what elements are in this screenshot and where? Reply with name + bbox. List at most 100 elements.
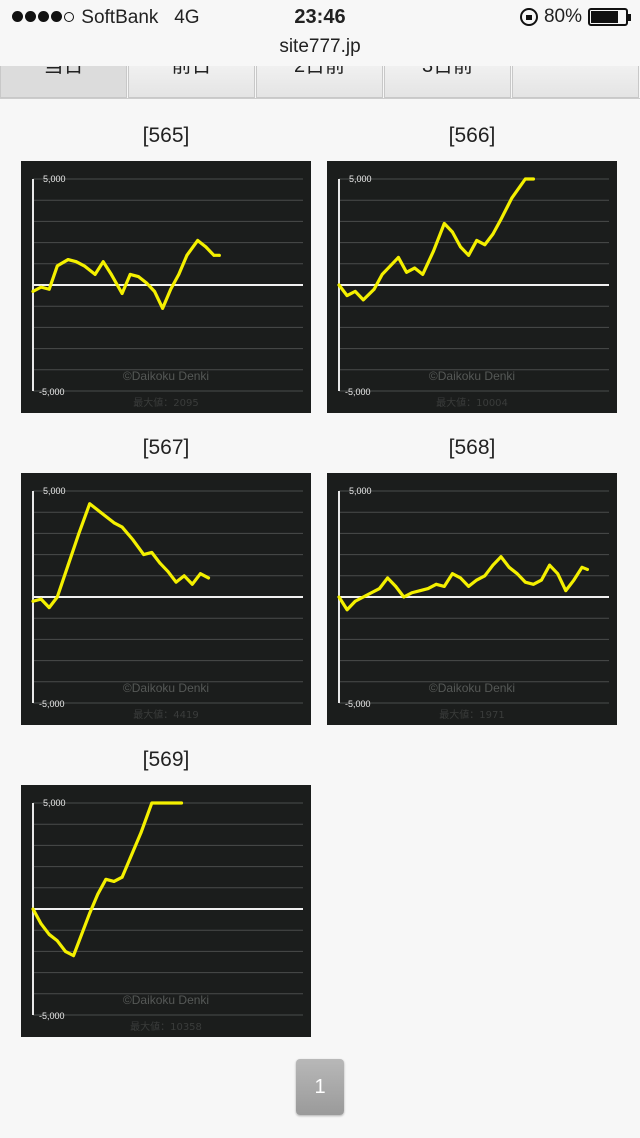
data-point [161,801,165,805]
data-point [510,196,514,200]
data-point [572,578,576,582]
address-bar-url[interactable]: site777.jp [279,36,361,57]
slump-graph-566[interactable]: 5,000 -5,000 ©Daikoku Denki 最大値：10004 [327,161,617,413]
data-point [442,222,446,225]
data-point [372,287,376,291]
data-point [174,580,178,584]
data-point [345,294,349,297]
data-point [55,264,59,268]
data-point [413,266,416,270]
data-point [150,801,154,805]
data-point [109,273,113,276]
data-point [99,510,102,514]
y-tick-bottom: -5,000 [39,387,65,397]
y-tick-bottom: -5,000 [345,387,371,397]
tab-2-days-ago[interactable]: 2日前 [256,66,383,98]
slump-graph-569[interactable]: 5,000 -5,000 ©Daikoku Denki 最大値：10358 [21,785,311,1037]
data-point [31,289,35,293]
data-point [55,595,59,599]
carrier-info: SoftBank 4G [12,7,200,29]
data-point [104,877,108,881]
data-point [499,217,503,221]
data-point [128,856,132,860]
y-tick-bottom: -5,000 [39,1011,65,1021]
machine-label: [565] [142,124,190,147]
data-point [64,950,67,953]
data-point [212,253,216,257]
y-tick-bottom: -5,000 [345,699,371,709]
tab-3-days-ago[interactable]: 3日前 [384,66,511,98]
tab-yesterday[interactable]: 前日 [128,66,255,98]
data-point [177,273,181,276]
data-point [378,587,381,590]
y-tick-top: 5,000 [43,486,66,496]
data-point [370,591,373,595]
data-point [82,264,86,268]
data-point [426,587,430,590]
page-1-button[interactable]: 1 [296,1059,344,1115]
data-point [483,574,487,578]
data-point [182,574,186,578]
tab-more[interactable] [512,66,639,98]
data-point [434,582,438,586]
y-tick-top: 5,000 [43,798,66,808]
y-tick-top: 5,000 [349,486,372,496]
data-point [475,239,479,242]
data-point [190,582,194,586]
data-point [39,285,43,289]
y-tick-top: 5,000 [349,174,372,184]
tab-today[interactable]: 当日 [0,66,127,98]
data-point [388,264,392,268]
data-point [199,572,202,576]
slump-line [31,502,211,610]
data-point [47,287,51,291]
data-point [96,892,100,896]
data-point [112,521,116,525]
data-point [196,239,200,242]
slump-graph-565[interactable]: 5,000 -5,000 ©Daikoku Denki 最大値：2095 [21,161,311,413]
data-point [150,551,154,554]
data-point [523,580,527,584]
data-point [204,245,208,249]
copyright-watermark: ©Daikoku Denki [123,681,209,695]
data-point [353,599,357,603]
data-point [459,245,462,249]
data-point [556,572,560,576]
data-point [397,256,400,259]
data-point [66,258,70,261]
slump-line [337,555,589,612]
slump-line [31,238,221,310]
data-point [142,553,146,556]
data-point [55,939,59,943]
y-tick-top: 5,000 [43,174,66,184]
signal-dot-icon [25,11,36,22]
data-point [405,270,408,274]
data-point [580,565,584,569]
data-point [337,283,341,287]
data-point [47,606,51,609]
data-point [120,292,124,295]
data-point [145,281,148,285]
data-point [77,532,81,535]
data-point [491,563,495,567]
data-point [467,585,470,588]
signal-dot-empty-icon [64,12,74,22]
battery-percent: 80% [543,6,582,27]
data-point [361,595,365,599]
data-point [564,589,568,593]
machine-label: [567] [142,436,190,459]
data-point [161,306,165,310]
status-bar: SoftBank 4G 23:46 80% [0,0,640,36]
data-point [515,572,519,576]
data-point [88,911,92,915]
data-point [185,253,189,257]
slump-line [337,177,535,302]
data-point [207,576,210,580]
data-point [532,582,535,586]
data-point [418,589,422,593]
slump-graph-567[interactable]: 5,000 -5,000 ©Daikoku Denki 最大値：4419 [21,473,311,725]
slump-graph-568[interactable]: 5,000 -5,000 ©Daikoku Denki 最大値：1971 [327,473,617,725]
data-point [158,561,162,565]
data-point [131,538,135,542]
data-point [523,177,527,181]
